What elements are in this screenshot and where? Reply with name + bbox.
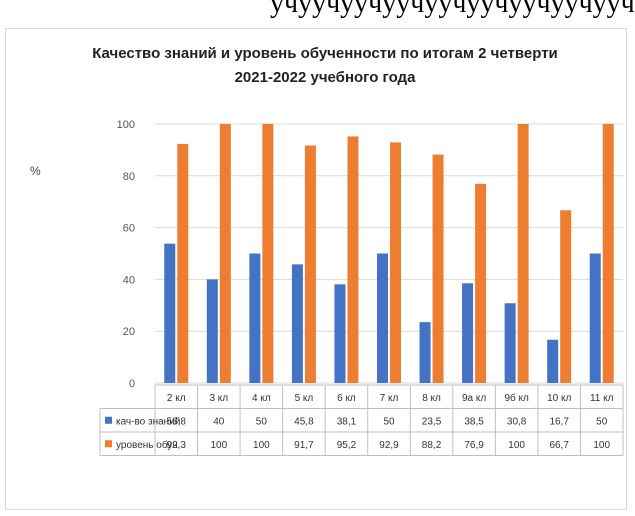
bar-quality-1 (206, 279, 218, 383)
bar-quality-5 (377, 253, 388, 383)
y-axis-label: % (30, 164, 41, 178)
data-label-quality-8: 30,8 (507, 416, 527, 427)
data-label-quality-9: 16,7 (549, 416, 569, 427)
bar-quality-8 (504, 303, 516, 383)
bar-level-9 (560, 210, 572, 383)
bar-level-8 (517, 124, 529, 383)
bar-quality-3 (291, 264, 303, 383)
bar-level-6 (432, 154, 444, 383)
data-label-quality-1: 40 (213, 416, 225, 427)
bar-level-4 (347, 136, 359, 383)
bar-quality-6 (419, 322, 431, 383)
data-label-level-10: 100 (593, 440, 610, 451)
data-label-quality-2: 50 (256, 416, 268, 427)
bar-level-10 (602, 124, 614, 383)
data-label-level-0: 92,3 (167, 440, 187, 451)
data-label-level-9: 66,7 (549, 440, 569, 451)
legend-swatch-quality (105, 416, 112, 424)
x-tick-label-2: 4 кл (252, 393, 271, 404)
x-tick-label-8: 9б кл (504, 392, 529, 404)
data-label-quality-4: 38,1 (337, 416, 357, 427)
data-label-level-8: 100 (508, 440, 525, 451)
data-label-level-5: 92,9 (379, 440, 399, 451)
top-cropped-text-line: учуучуучуучуучуучуучуучуучу (270, 0, 635, 19)
x-tick-label-0: 2 кл (167, 393, 186, 404)
data-label-level-7: 76,9 (464, 440, 484, 451)
legend-entry-quality: кач-во знаний (116, 416, 180, 427)
y-tick-label-80: 80 (123, 171, 135, 183)
chart-title-line-1: Качество знаний и уровень обученности по… (92, 45, 558, 62)
bar-quality-9 (547, 339, 559, 383)
legend-entry-level: уровень обуч. (116, 439, 180, 451)
data-label-quality-5: 50 (383, 416, 395, 427)
bar-level-0 (177, 143, 189, 383)
chart-title: Качество знаний и уровень обученности по… (40, 42, 610, 90)
bar-level-5 (390, 142, 401, 383)
bar-level-2 (262, 124, 274, 383)
y-tick-label-20: 20 (123, 326, 135, 338)
data-label-quality-10: 50 (596, 416, 608, 427)
bar-quality-2 (249, 253, 261, 383)
x-tick-label-9: 10 кл (547, 393, 571, 404)
data-label-quality-7: 38,5 (464, 416, 484, 427)
chart-title-line-2: 2021-2022 учебного года (234, 69, 416, 86)
data-label-level-6: 88,2 (422, 440, 442, 451)
x-tick-label-5: 7 кл (380, 393, 399, 404)
x-tick-label-4: 6 кл (337, 393, 356, 404)
bar-level-7 (475, 183, 487, 383)
y-tick-label-0: 0 (129, 378, 135, 390)
data-label-quality-0: 53,8 (167, 416, 187, 427)
data-label-quality-6: 23,5 (422, 416, 442, 427)
x-tick-label-7: 9а кл (462, 393, 486, 404)
top-cropped-text: учуучуучуучуучуучуучуучуучу (0, 0, 635, 24)
y-tick-label-60: 60 (123, 223, 135, 235)
x-tick-label-6: 8 кл (422, 393, 441, 404)
y-tick-label-40: 40 (123, 274, 135, 286)
legend-swatch-level (105, 440, 112, 448)
bar-level-1 (219, 124, 231, 383)
bar-quality-4 (334, 284, 346, 383)
bar-level-3 (304, 145, 316, 383)
x-tick-label-1: 3 кл (209, 393, 228, 404)
bar-quality-7 (462, 283, 474, 383)
x-tick-label-3: 5 кл (295, 393, 314, 404)
data-label-level-1: 100 (210, 440, 227, 451)
bar-quality-10 (589, 253, 601, 383)
data-label-level-4: 95,2 (337, 440, 357, 451)
x-tick-label-10: 11 кл (590, 393, 614, 404)
bar-quality-0 (164, 243, 176, 383)
data-label-quality-3: 45,8 (294, 416, 314, 427)
y-tick-label-100: 100 (117, 119, 135, 131)
data-label-level-3: 91,7 (294, 440, 314, 451)
data-label-level-2: 100 (253, 440, 270, 451)
